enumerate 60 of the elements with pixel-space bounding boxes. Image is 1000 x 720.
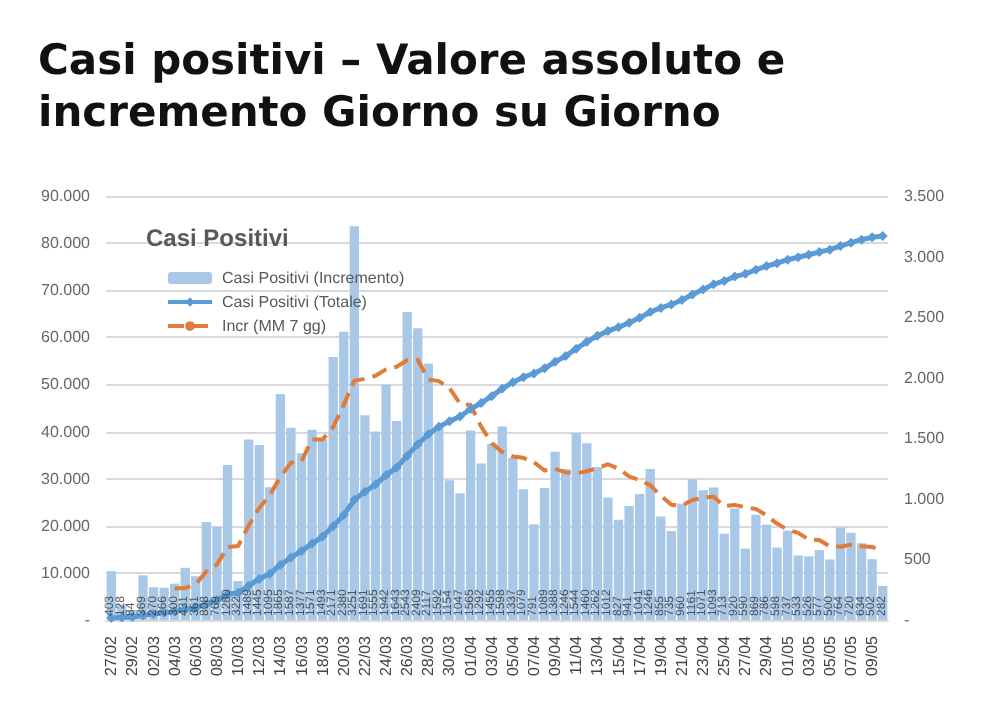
y2-tick-label: 500 [904, 550, 932, 569]
x-tick-label: 09/05 [863, 634, 882, 677]
x-tick-label: 07/05 [842, 634, 861, 677]
y-tick-label: 90.000 [41, 187, 92, 205]
x-tick-label: 07/04 [524, 634, 543, 677]
y-tick-label: 50.000 [41, 375, 92, 394]
x-tick-label: 25/04 [715, 634, 734, 677]
x-tick-label: 27/02 [102, 634, 121, 677]
x-tick-label: 26/03 [398, 634, 417, 677]
y2-tick-label: - [904, 611, 910, 629]
y-tick-label: 20.000 [41, 516, 92, 535]
x-tick-label: 20/03 [334, 634, 353, 677]
y2-tick-label: 2.500 [904, 308, 946, 327]
x-tick-label: 11/04 [567, 634, 586, 675]
y-tick-label: - [84, 611, 91, 629]
y-tick-label: 10.000 [41, 563, 92, 582]
legend-label: Casi Positivi (Totale) [222, 293, 368, 311]
x-tick-label: 05/04 [503, 634, 522, 677]
x-tick-label: 12/03 [250, 634, 269, 677]
x-tick-label: 08/03 [207, 634, 226, 677]
y2-tick-label: 1.500 [904, 429, 946, 448]
x-tick-label: 16/03 [292, 634, 311, 677]
x-tick-label: 21/04 [672, 634, 691, 677]
x-tick-label: 10/03 [229, 634, 248, 677]
x-tick-label: 30/03 [440, 634, 459, 677]
x-tick-label: 18/03 [313, 634, 332, 677]
x-tick-label: 27/04 [736, 634, 755, 677]
x-tick-label: 24/03 [377, 634, 396, 677]
x-tick-label: 06/03 [186, 634, 205, 677]
x-tick-label: 04/03 [165, 634, 184, 677]
legend-label: Casi Positivi (Incremento) [222, 269, 405, 287]
y-tick-label: 60.000 [41, 328, 92, 347]
y-tick-label: 80.000 [41, 234, 92, 253]
x-tick-label: 15/04 [609, 634, 628, 677]
x-tick-label: 02/03 [144, 634, 163, 677]
y2-tick-label: 2.000 [904, 368, 946, 387]
x-tick-label: 03/04 [482, 634, 501, 677]
y-tick-label: 40.000 [41, 422, 92, 441]
x-tick-label: 09/04 [546, 634, 565, 677]
y-tick-label: 70.000 [41, 281, 92, 300]
x-tick-label: 05/05 [820, 634, 839, 677]
x-tick-label: 03/05 [799, 634, 818, 677]
x-tick-label: 13/04 [588, 634, 607, 677]
text: Casi Positivi [146, 224, 289, 252]
legend-label: Incr (MM 7 gg) [222, 317, 327, 335]
x-tick-label: 29/04 [757, 634, 776, 677]
y2-tick-label: 3.500 [904, 187, 946, 205]
x-tick-label: 23/04 [694, 634, 713, 677]
x-tick-label: 17/04 [630, 634, 649, 677]
chart-title: Casi positivi – Valore assoluto e incremento Giorno su Giorno [38, 36, 800, 136]
y2-tick-label: 3.000 [904, 247, 946, 266]
x-tick-label: 01/04 [461, 634, 480, 677]
x-tick-label: 28/03 [419, 634, 438, 677]
x-tick-label: 22/03 [355, 634, 374, 677]
x-tick-label: 01/05 [778, 634, 797, 677]
x-tick-label: 14/03 [271, 634, 290, 677]
y2-tick-label: 1.000 [904, 489, 946, 508]
x-tick-label: 29/02 [123, 634, 142, 677]
y-tick-label: 30.000 [41, 469, 92, 488]
x-tick-label: 19/04 [651, 634, 670, 677]
